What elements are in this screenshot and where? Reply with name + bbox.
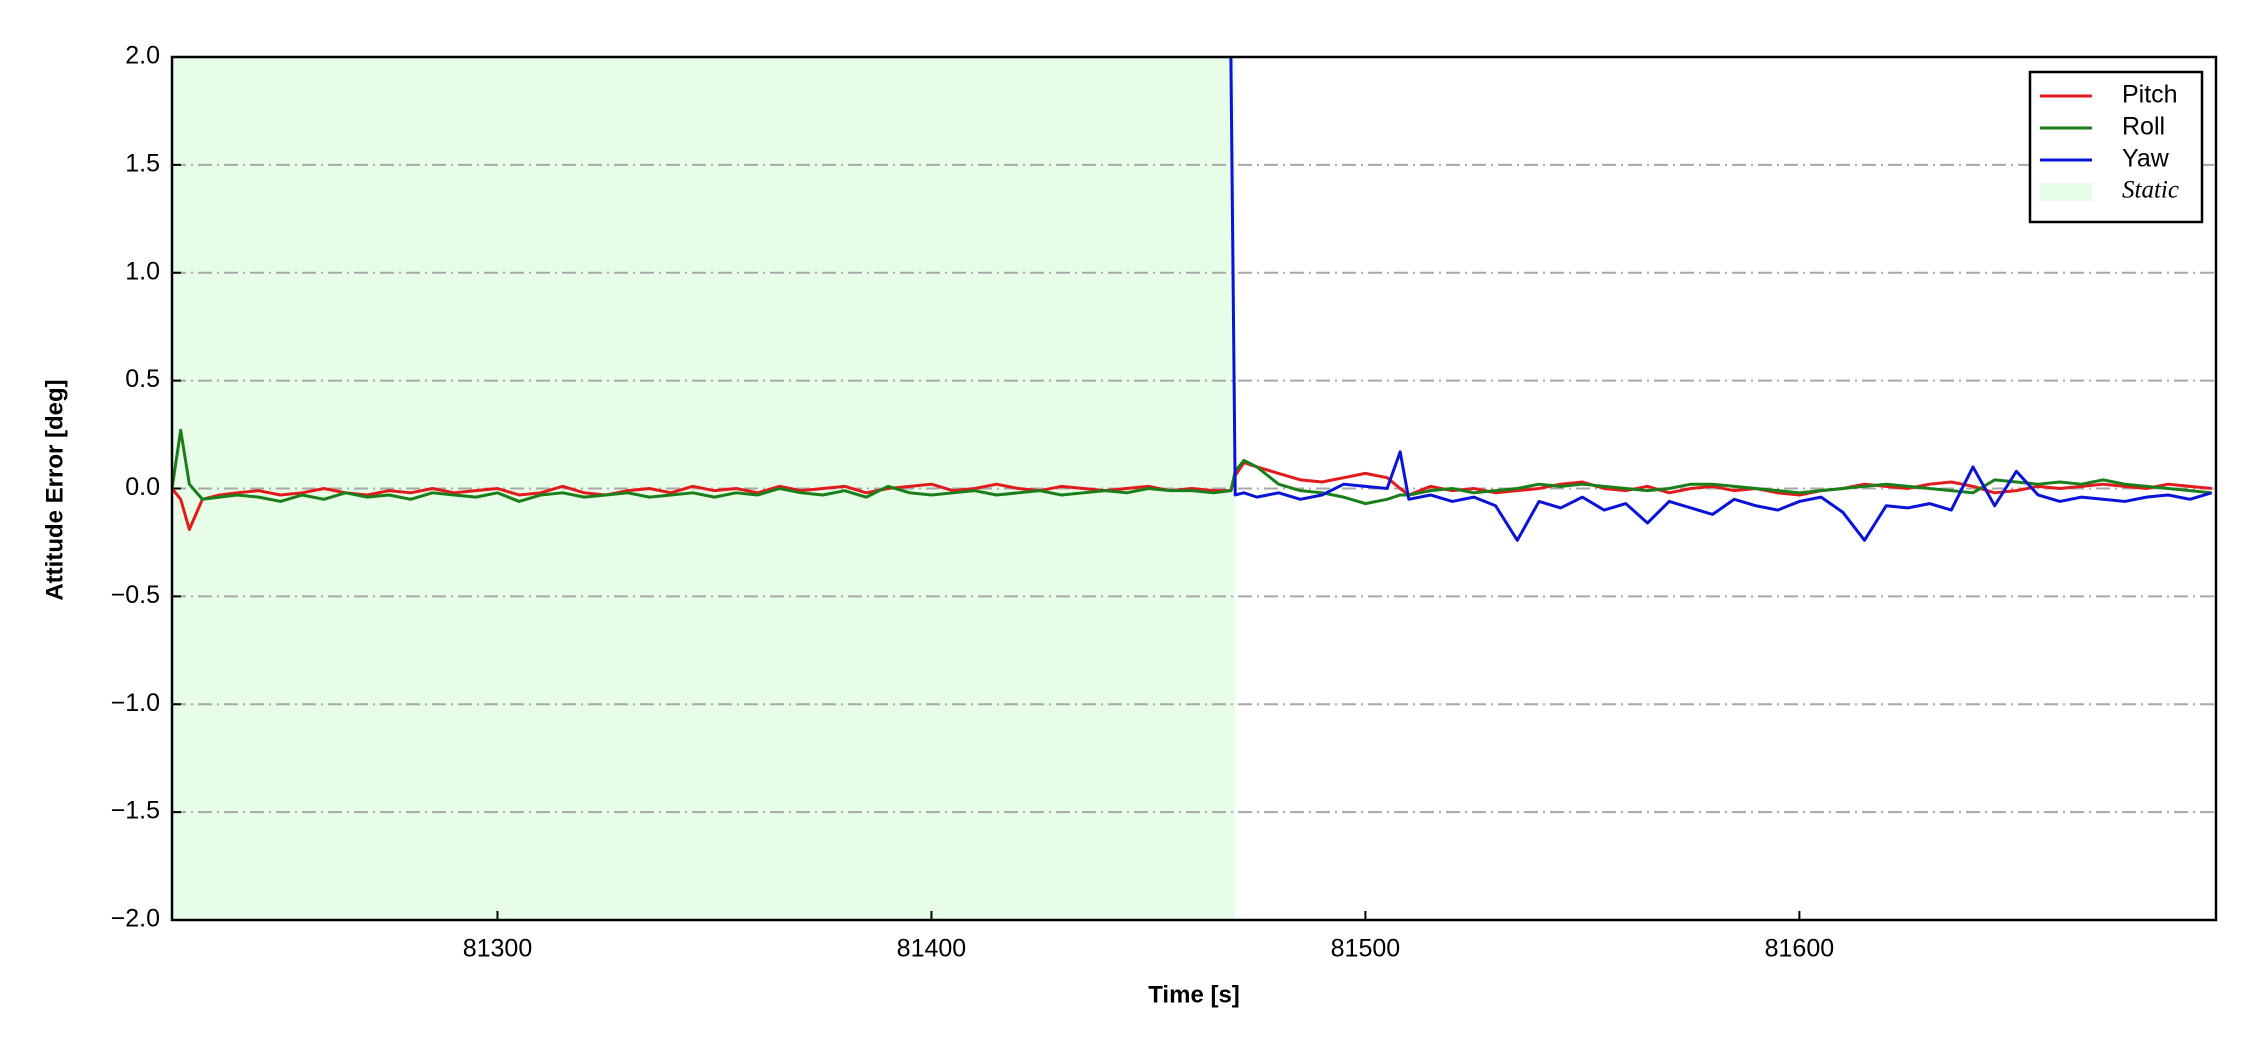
- line-series: [172, 428, 2212, 506]
- y-tick-label: −2.0: [111, 905, 160, 933]
- legend-swatch: [2040, 183, 2092, 201]
- y-tick-label: −0.5: [111, 581, 160, 609]
- y-tick-label: 1.5: [125, 149, 160, 177]
- line-series: [1229, 57, 2213, 542]
- plot-lines: [172, 57, 2213, 542]
- legend-label: Yaw: [2122, 145, 2170, 173]
- x-tick-label: 81400: [897, 935, 967, 963]
- legend-label: Static: [2122, 177, 2179, 204]
- plot-frame: [170, 55, 2218, 922]
- y-tick-label: 0.0: [125, 473, 160, 501]
- y-axis-label: Attitude Error [deg]: [41, 379, 68, 600]
- y-tick-label: 2.0: [125, 42, 160, 70]
- x-axis-label: Time [s]: [1148, 981, 1240, 1008]
- legend-label: Pitch: [2122, 81, 2178, 109]
- y-tick-label: −1.0: [111, 689, 160, 717]
- x-tick-label: 81600: [1765, 935, 1835, 963]
- legend-label: Roll: [2122, 113, 2165, 141]
- y-tick-label: 1.0: [125, 257, 160, 285]
- x-tick-label: 81300: [463, 935, 533, 963]
- x-tick-label: 81500: [1331, 935, 1401, 963]
- y-tick-label: −1.5: [111, 797, 160, 825]
- y-tick-label: 0.5: [125, 365, 160, 393]
